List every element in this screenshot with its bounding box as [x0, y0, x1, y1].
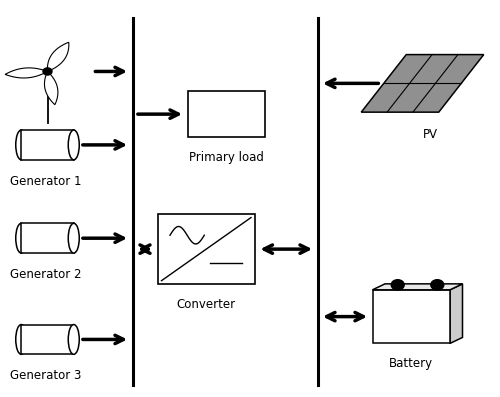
Polygon shape [44, 71, 58, 105]
Bar [188, 91, 265, 137]
Bar [21, 130, 74, 160]
Text: Generator 3: Generator 3 [10, 369, 82, 382]
Ellipse shape [68, 130, 79, 160]
Polygon shape [450, 284, 462, 343]
Bar [158, 214, 255, 284]
Text: Generator 2: Generator 2 [10, 268, 82, 281]
Bar [21, 325, 74, 355]
Circle shape [391, 279, 404, 290]
Ellipse shape [68, 325, 79, 355]
Text: Wind: Wind [32, 141, 62, 154]
Bar [372, 290, 450, 343]
Polygon shape [48, 42, 69, 71]
Text: Primary load: Primary load [189, 151, 264, 164]
Text: Generator 1: Generator 1 [10, 175, 82, 188]
Text: PV: PV [422, 128, 438, 141]
Bar [21, 223, 74, 253]
Ellipse shape [16, 223, 27, 253]
Polygon shape [5, 68, 48, 78]
Ellipse shape [16, 130, 27, 160]
Circle shape [431, 279, 444, 290]
Ellipse shape [16, 325, 27, 355]
Text: Battery: Battery [389, 357, 434, 370]
Circle shape [43, 68, 52, 75]
Ellipse shape [68, 223, 79, 253]
Text: Converter: Converter [176, 298, 236, 311]
Polygon shape [372, 284, 462, 290]
Polygon shape [361, 54, 484, 112]
